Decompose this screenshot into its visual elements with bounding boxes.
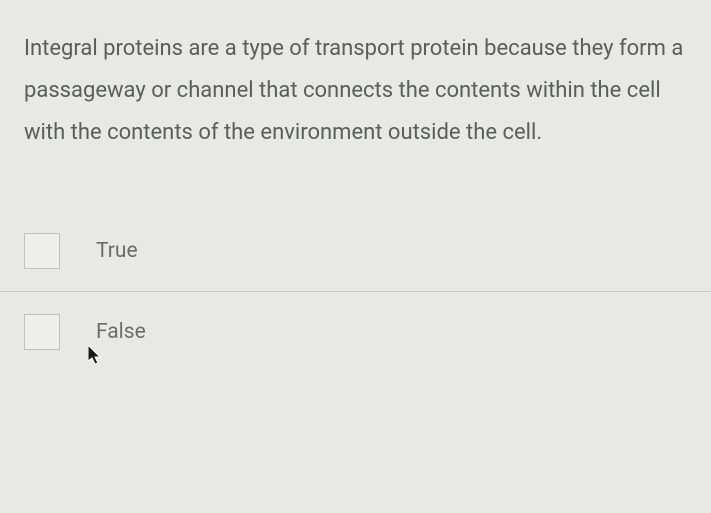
question-text: Integral proteins are a type of transpor… [24,28,687,153]
checkbox-true[interactable] [24,233,60,269]
checkbox-false[interactable] [24,314,60,350]
option-true[interactable]: True [0,211,711,292]
option-label-true: True [96,239,138,263]
options-container: True False [0,211,711,372]
option-label-false: False [96,320,146,344]
question-container: Integral proteins are a type of transpor… [0,0,711,153]
option-false[interactable]: False [0,292,711,372]
